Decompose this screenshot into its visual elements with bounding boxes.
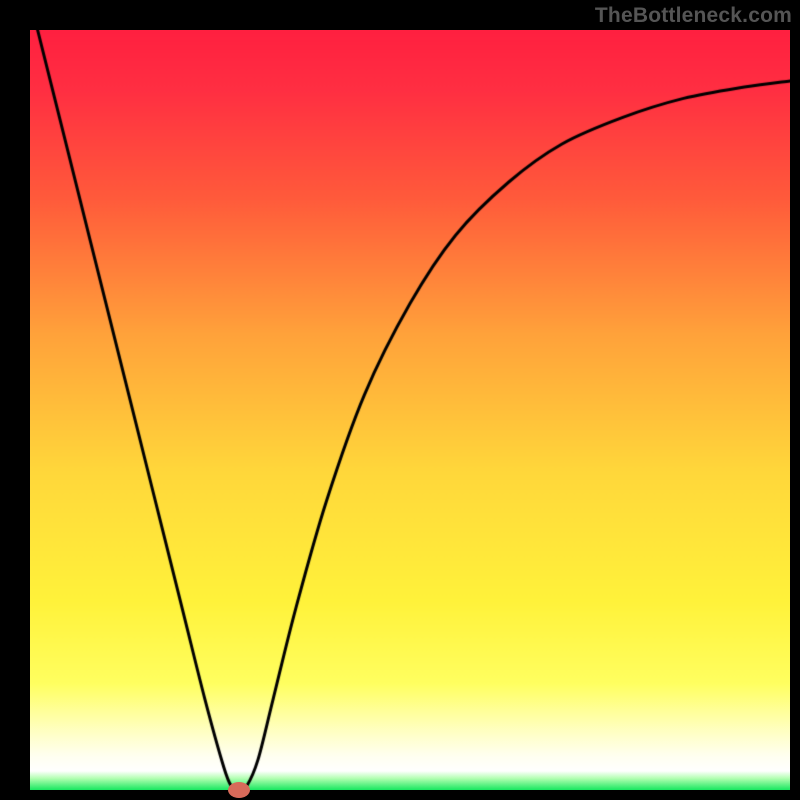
- curve-minimum-marker: [228, 782, 250, 798]
- chart-border-bottom: [0, 790, 800, 800]
- watermark-text: TheBottleneck.com: [595, 4, 792, 28]
- bottleneck-chart-canvas: [30, 30, 790, 790]
- chart-border-right: [790, 0, 800, 800]
- chart-border-left: [0, 0, 30, 800]
- chart-frame: TheBottleneck.com: [0, 0, 800, 800]
